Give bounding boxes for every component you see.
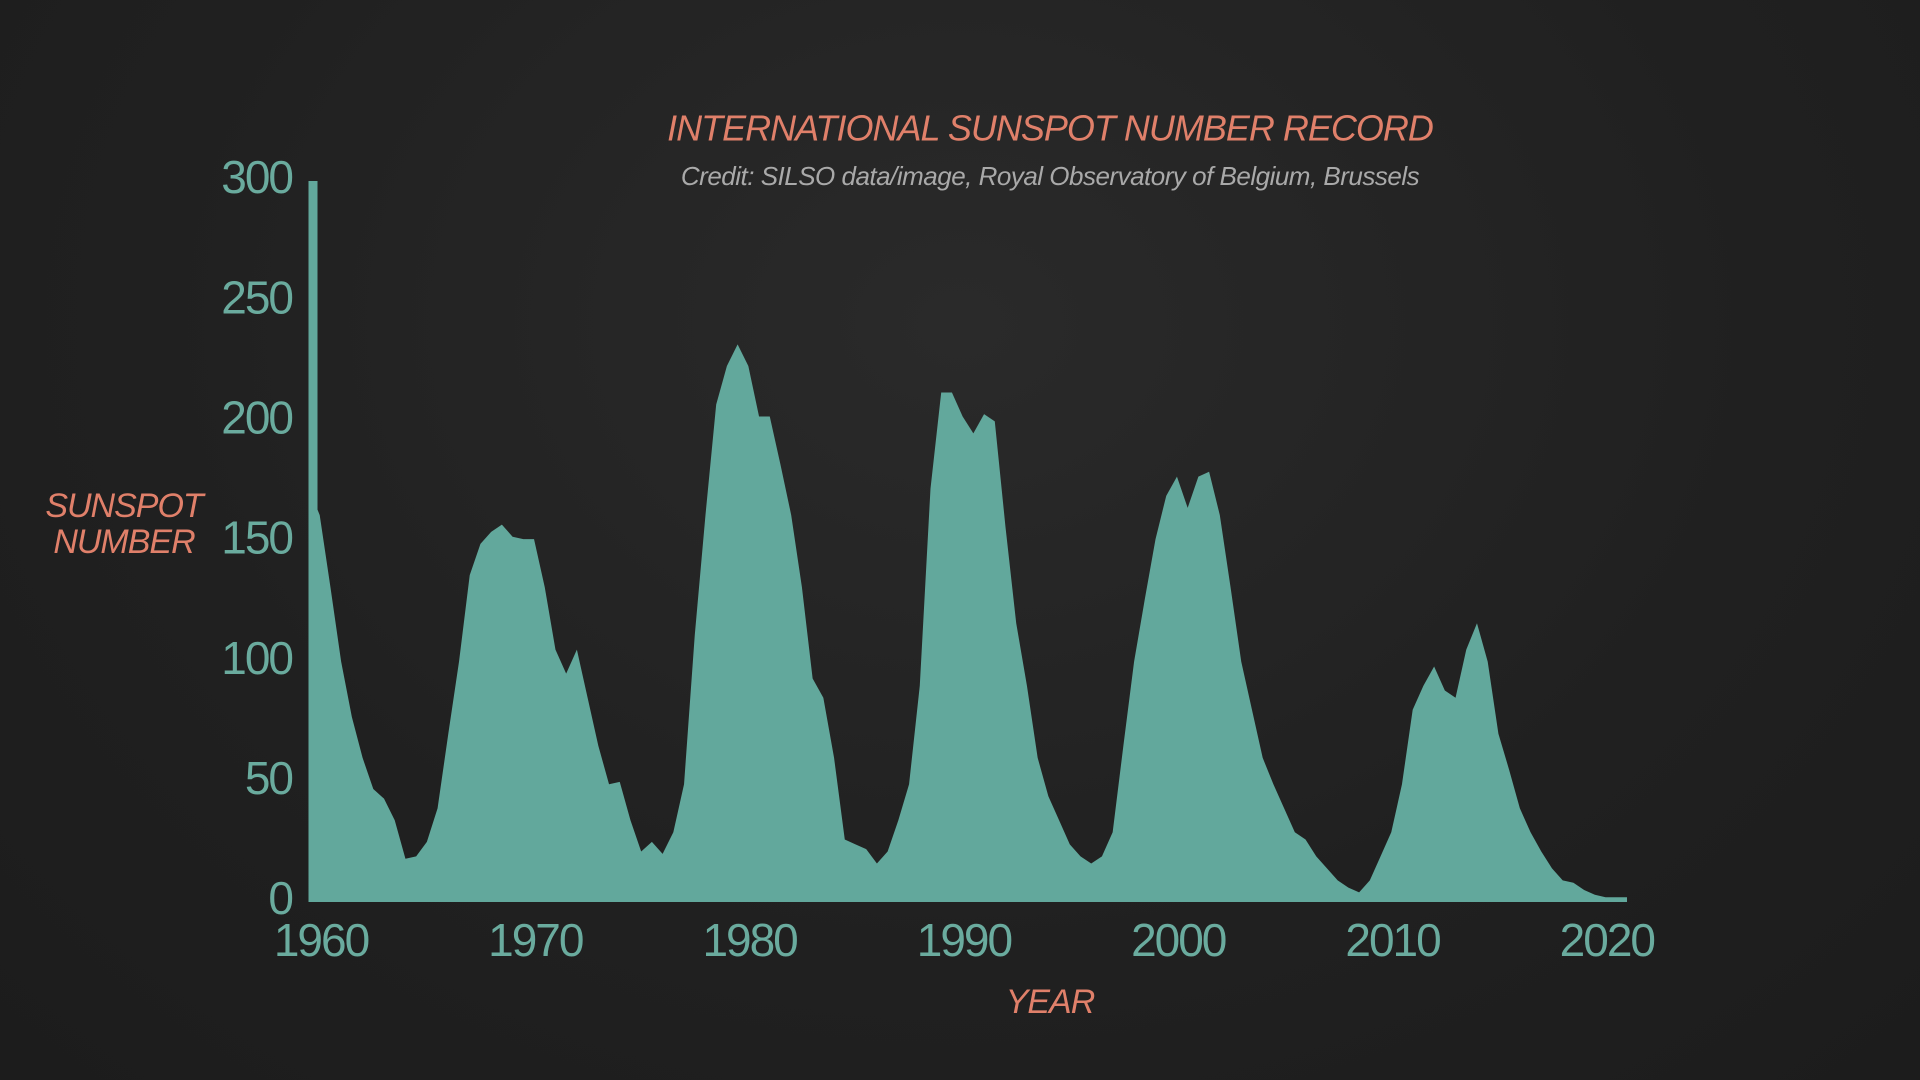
area: [309, 344, 1627, 903]
y-tick-label: 50: [245, 752, 293, 804]
x-tick-label: 1970: [488, 914, 583, 966]
x-tick-label: 2000: [1131, 914, 1226, 966]
chart-subtitle: Credit: SILSO data/image, Royal Observat…: [681, 161, 1420, 191]
chart-title: INTERNATIONAL SUNSPOT NUMBER RECORD: [667, 108, 1433, 149]
y-axis-label: SUNSPOT NUMBER: [45, 487, 206, 561]
x-tick-label: 2010: [1345, 914, 1440, 966]
x-axis-label: YEAR: [1006, 983, 1095, 1021]
x-tick-label: 1980: [702, 914, 797, 966]
y-tick-label: 300: [221, 151, 292, 203]
y-tick-label: 0: [268, 872, 292, 924]
y-tick-label: 200: [221, 391, 292, 443]
y-tick-label: 250: [221, 271, 292, 323]
x-tick-label: 1990: [917, 914, 1012, 966]
y-tick-label: 150: [221, 512, 292, 564]
y-tick-label: 100: [221, 632, 292, 684]
x-tick-label: 2020: [1560, 914, 1655, 966]
x-tick-label: 1960: [274, 914, 369, 966]
